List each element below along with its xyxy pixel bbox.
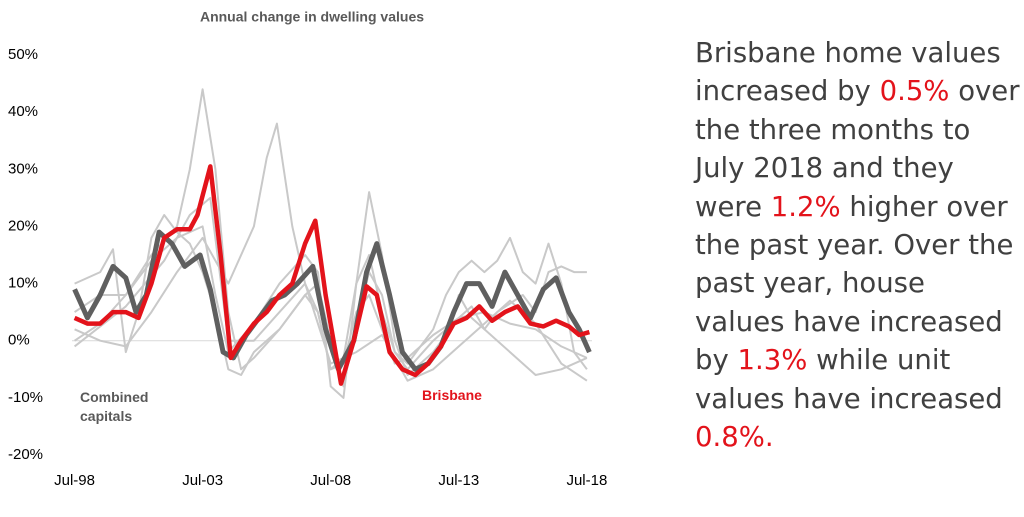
y-tick-label: 40%: [8, 103, 38, 120]
x-tick-label: Jul-13: [438, 472, 479, 489]
y-tick-label: 10%: [8, 275, 38, 292]
series-label: Brisbane: [422, 387, 482, 403]
commentary-text: while unit values have increased: [695, 344, 1003, 415]
series-label: Combined capitals: [80, 389, 149, 424]
chart-title: Annual change in dwelling values: [200, 9, 424, 25]
y-tick-label: -10%: [8, 389, 43, 406]
commentary-text: 0.5%: [879, 75, 950, 108]
commentary: Brisbane home values increased by 0.5% o…: [695, 34, 1023, 456]
series-line: [72, 229, 592, 372]
x-tick-label: Jul-03: [182, 472, 223, 489]
commentary-text: higher over the past year. Over the past…: [695, 190, 1014, 377]
x-tick-label: Jul-98: [54, 472, 95, 489]
series-line: [74, 191, 587, 399]
y-tick-label: 50%: [8, 46, 38, 63]
y-tick-label: -20%: [8, 446, 43, 463]
commentary-text: 1.3%: [737, 344, 808, 377]
commentary-text: Brisbane home values increased by: [695, 37, 1001, 108]
x-tick-label: Jul-08: [310, 472, 351, 489]
x-tick-label: Jul-18: [566, 472, 607, 489]
commentary-text: 0.8%.: [695, 421, 774, 454]
chart: Annual change in dwelling values -20% -10…: [8, 9, 607, 489]
y-tick-label: 30%: [8, 160, 38, 177]
y-tick-label: 20%: [8, 217, 38, 234]
commentary-text: over the three months to July 2018 and t…: [695, 75, 1020, 223]
commentary-text: 1.2%: [770, 190, 841, 223]
series-line: [73, 164, 591, 386]
y-tick-label: 0%: [8, 332, 30, 349]
